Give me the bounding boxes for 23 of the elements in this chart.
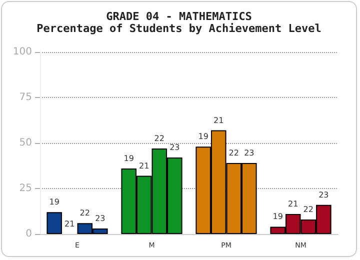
- series-label: 22: [80, 208, 90, 218]
- text: 23: [318, 190, 329, 200]
- y-tick-label: 75: [19, 92, 32, 103]
- y-tick-label: 25: [19, 183, 32, 194]
- text: 22: [228, 148, 239, 158]
- text: 19: [198, 132, 208, 142]
- text: 21: [139, 161, 150, 170]
- series-label: 23: [95, 214, 106, 224]
- y-tick-label: 0: [26, 228, 32, 240]
- text: 19: [124, 154, 134, 163]
- text: 22: [303, 204, 314, 214]
- y-tick-label: 100: [12, 46, 32, 58]
- text: 19: [272, 212, 283, 222]
- text: 23: [170, 143, 180, 152]
- y-tick-label: 50: [19, 138, 32, 148]
- text: 21: [64, 220, 75, 228]
- series-label: 21: [214, 116, 224, 125]
- series-label: 19: [49, 198, 60, 207]
- chart-subtitle: Percentage of Students by Achievement Level: [36, 22, 322, 35]
- text: 22: [154, 134, 164, 143]
- text: 21: [288, 199, 298, 208]
- chart-title: GRADE 04 - MATHEMATICS: [106, 10, 252, 23]
- text: 23: [244, 148, 254, 158]
